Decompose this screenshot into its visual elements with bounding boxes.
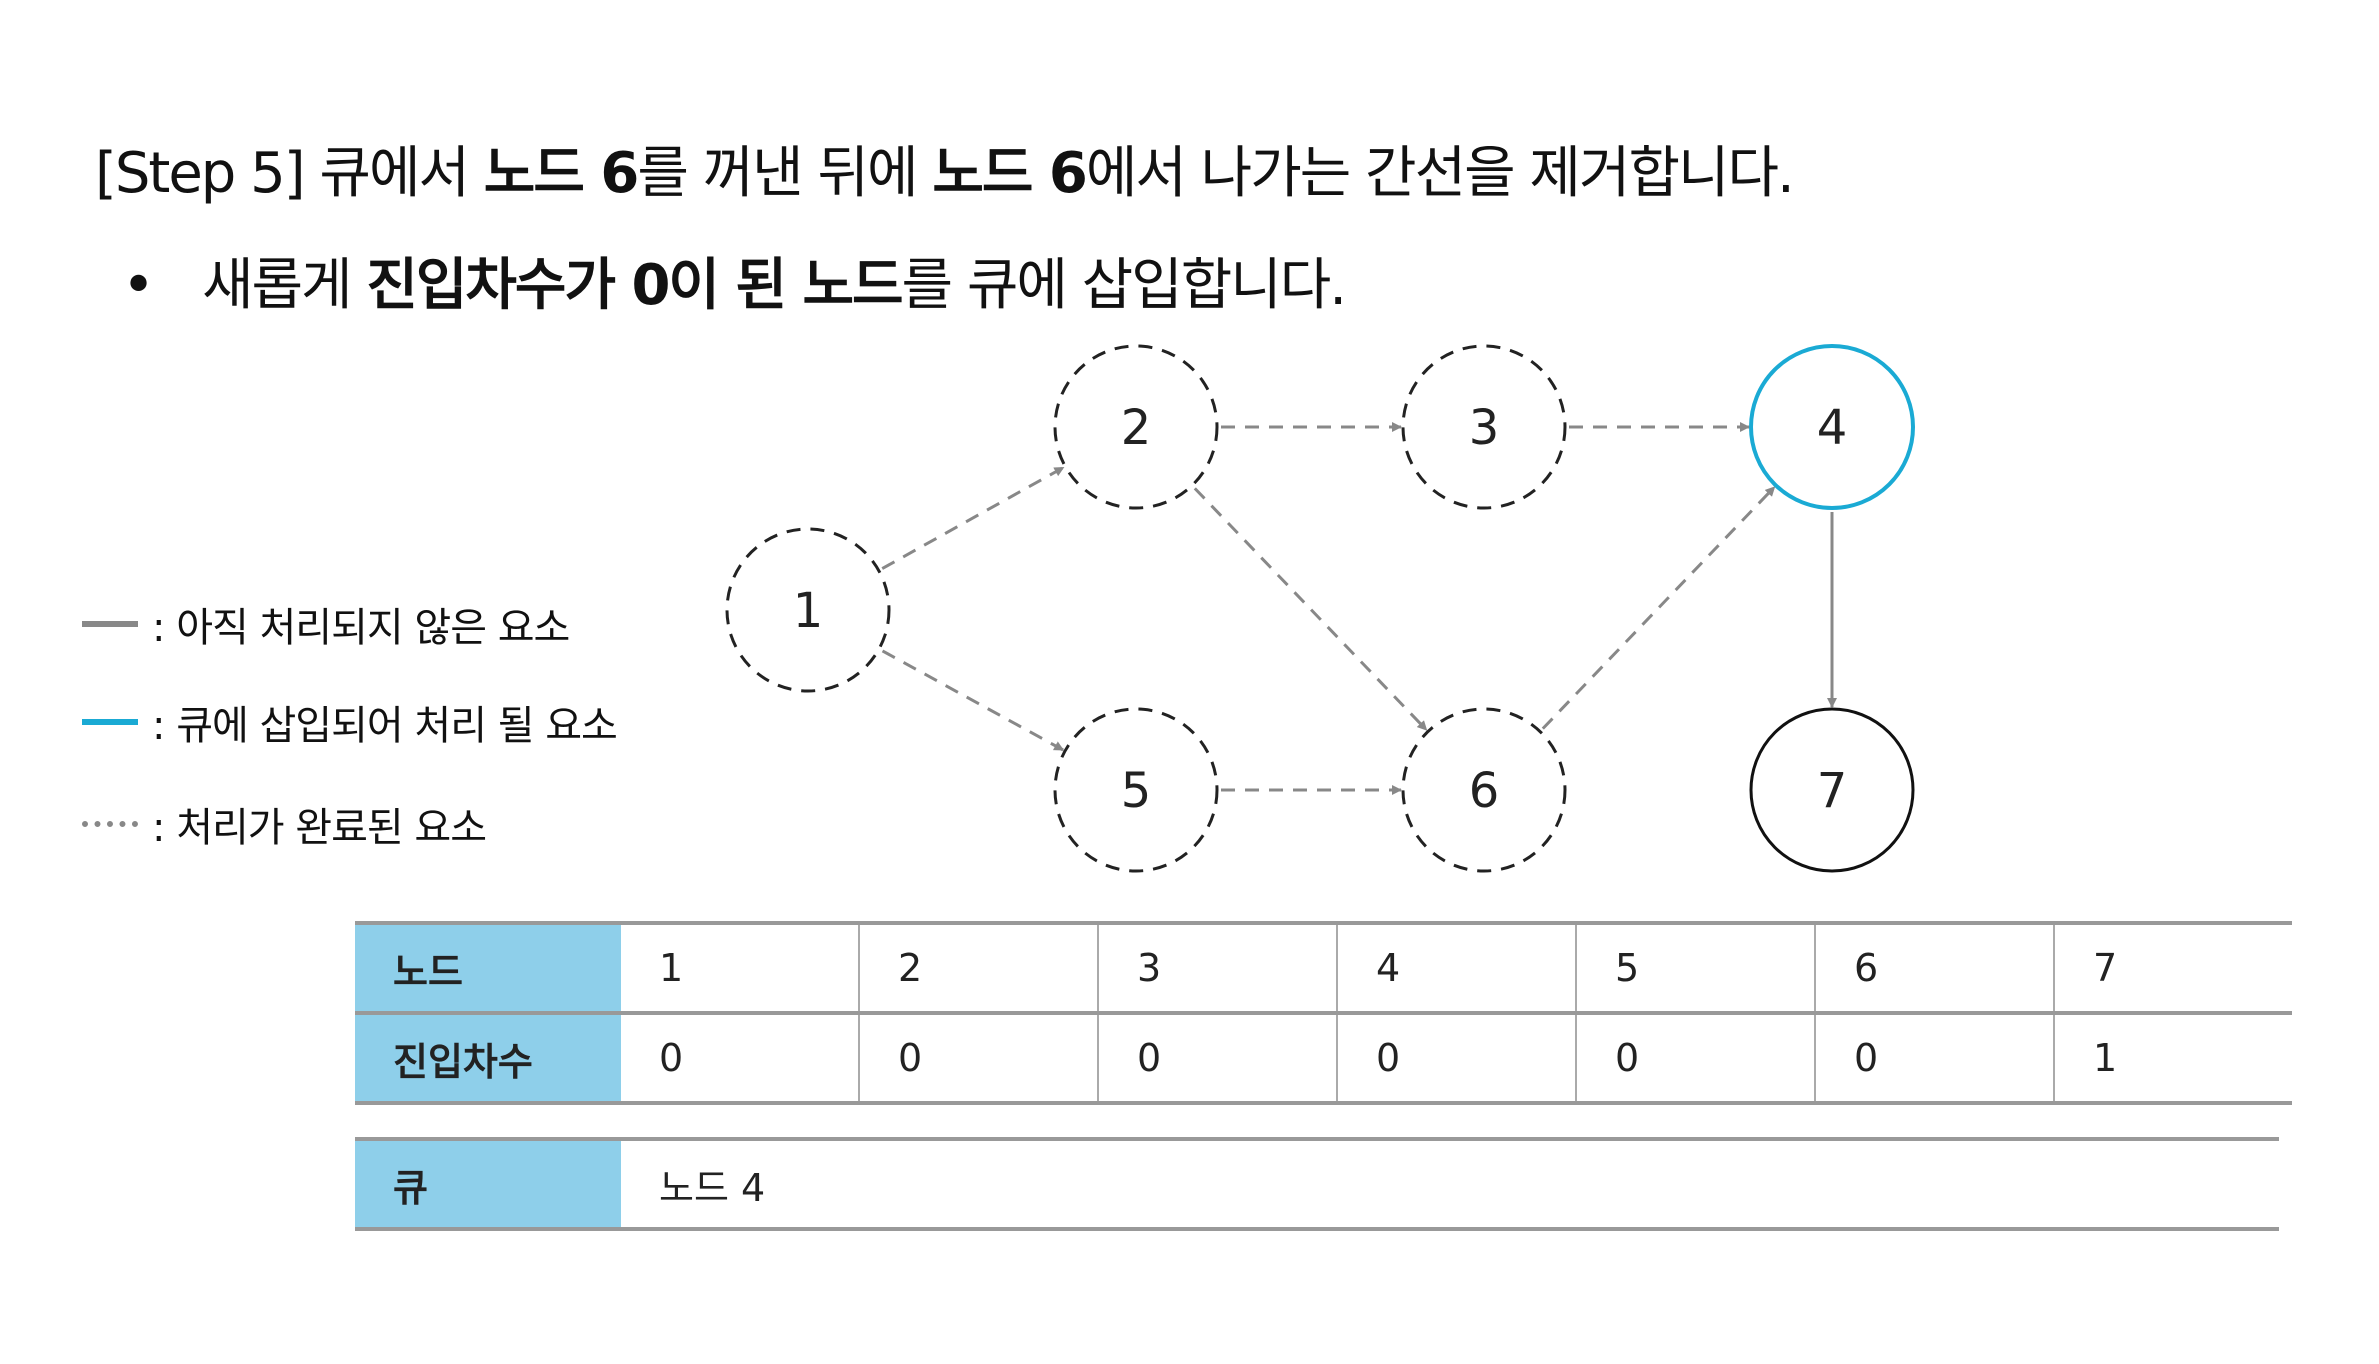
queue-table: 큐 노드 4 — [355, 1137, 2279, 1231]
node-circle — [1749, 344, 1915, 510]
table-row-nodes: 노드 1 2 3 4 5 6 7 — [355, 922, 2292, 1014]
edge-1-2 — [881, 466, 1065, 570]
node-circle — [725, 527, 891, 693]
row-header: 노드 — [355, 922, 621, 1014]
node-cell: 4 — [1336, 922, 1577, 1014]
title-text: 를 꺼낸 뒤에 — [637, 141, 933, 206]
node-cell: 2 — [858, 922, 1099, 1014]
queue-label: 큐 — [355, 1138, 621, 1230]
node-circle — [1053, 344, 1219, 510]
node-4: 4 — [1749, 344, 1915, 510]
indegree-cell: 0 — [619, 1012, 860, 1104]
legend-item-done: : 처리가 완료된 요소 — [82, 795, 487, 853]
title-text: 에서 나가는 간선을 제거합니다. — [1085, 141, 1795, 206]
node-label: 4 — [1817, 400, 1848, 456]
node-label: 2 — [1121, 400, 1152, 456]
legend-label: : 아직 처리되지 않은 요소 — [152, 605, 570, 651]
bullet-text: 를 큐에 삽입합니다. — [901, 253, 1348, 318]
node-circle — [1401, 344, 1567, 510]
indegree-cell: 0 — [1097, 1012, 1338, 1104]
bullet-text: 새롭게 — [202, 253, 367, 318]
node-circle — [1053, 707, 1219, 873]
title-text: [Step 5] 큐에서 — [95, 141, 484, 206]
edge-6-4 — [1541, 485, 1776, 730]
node-6: 6 — [1401, 707, 1567, 873]
table-row-indegree: 진입차수 0 0 0 0 0 0 1 — [355, 1012, 2292, 1104]
indegree-cell: 0 — [1336, 1012, 1577, 1104]
node-label: 7 — [1817, 763, 1848, 819]
node-7: 7 — [1749, 707, 1915, 873]
title-bold: 노드 6 — [483, 141, 640, 206]
row-header: 진입차수 — [355, 1012, 621, 1104]
step-title: [Step 5] 큐에서 노드 6를 꺼낸 뒤에 노드 6에서 나가는 간선을 … — [95, 128, 1795, 209]
indegree-cell: 0 — [1814, 1012, 2055, 1104]
node-label: 6 — [1469, 763, 1500, 819]
edge-1-5 — [881, 649, 1065, 752]
table-row-queue: 큐 노드 4 — [355, 1138, 2279, 1230]
node-cell: 7 — [2053, 922, 2292, 1014]
legend-item-queued: : 큐에 삽입되어 처리 될 요소 — [82, 693, 618, 751]
node-label: 3 — [1469, 400, 1500, 456]
node-circle — [1401, 707, 1567, 873]
node-5: 5 — [1053, 707, 1219, 873]
solid-gray-line-icon — [82, 621, 138, 627]
node-cell: 1 — [619, 922, 860, 1014]
legend-label: : 처리가 완료된 요소 — [152, 805, 487, 851]
node-2: 2 — [1053, 344, 1219, 510]
title-bold: 노드 6 — [932, 141, 1088, 206]
graph-diagram: 1 2 3 4 5 6 7 — [725, 344, 1915, 873]
node-1: 1 — [725, 527, 891, 693]
bullet-point: • 새롭게 진입차수가 0이 된 노드를 큐에 삽입합니다. — [122, 240, 1348, 321]
indegree-cell: 1 — [2053, 1012, 2292, 1104]
bullet-bold: 진입차수가 0이 된 노드 — [366, 253, 903, 318]
indegree-cell: 0 — [858, 1012, 1099, 1104]
node-circle — [1749, 707, 1915, 873]
legend-item-pending: : 아직 처리되지 않은 요소 — [82, 595, 570, 653]
indegree-table: 노드 1 2 3 4 5 6 7 진입차수 0 0 0 0 0 0 1 — [355, 921, 2292, 1105]
node-cell: 5 — [1575, 922, 1816, 1014]
solid-blue-line-icon — [82, 719, 138, 725]
bullet-icon: • — [122, 253, 155, 318]
indegree-cell: 0 — [1575, 1012, 1816, 1104]
edge-2-6 — [1193, 487, 1428, 732]
node-label: 1 — [793, 583, 824, 639]
dotted-gray-line-icon — [82, 821, 138, 827]
node-cell: 6 — [1814, 922, 2055, 1014]
node-3: 3 — [1401, 344, 1567, 510]
queue-value: 노드 4 — [619, 1138, 2279, 1230]
legend-label: : 큐에 삽입되어 처리 될 요소 — [152, 703, 618, 749]
node-label: 5 — [1121, 763, 1152, 819]
node-cell: 3 — [1097, 922, 1338, 1014]
